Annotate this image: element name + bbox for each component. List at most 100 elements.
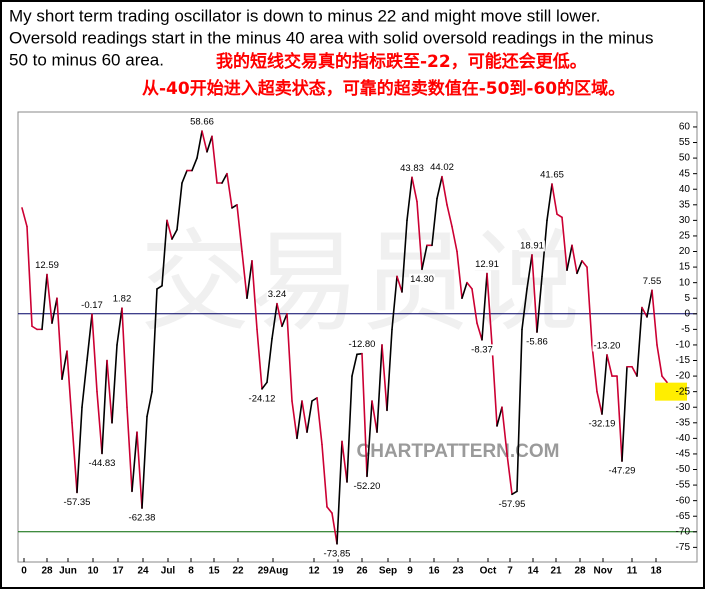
data-label-bg: [266, 289, 288, 301]
line-segment: [516, 328, 523, 493]
y-tick-label: -50: [676, 464, 691, 475]
line-segment: [411, 176, 418, 203]
data-label-bg: [429, 162, 455, 174]
y-tick-label: -45: [676, 449, 691, 460]
x-tick-label: 21: [550, 566, 562, 577]
y-tick-label: 10: [679, 277, 691, 288]
line-segment: [111, 344, 118, 424]
line-segment: [51, 297, 58, 324]
line-segment: [141, 415, 148, 509]
plot-frame: [17, 111, 698, 563]
line-segment: [491, 344, 498, 427]
y-tick-label: -60: [676, 495, 691, 506]
x-tick-label: 9: [407, 566, 413, 577]
data-label: 1.82: [113, 294, 132, 305]
y-tick-label: 20: [679, 246, 691, 257]
y-tick-label: 55: [679, 137, 691, 148]
x-tick-label: 23: [452, 566, 464, 577]
y-tick-label: 25: [679, 231, 691, 242]
x-tick-label: 15: [208, 566, 220, 577]
data-label: -52.20: [354, 481, 381, 492]
line-segment: [236, 204, 243, 253]
data-label: 7.55: [643, 276, 662, 287]
x-tick-label: 17: [112, 566, 124, 577]
data-label-bg: [247, 393, 277, 405]
data-label: -8.37: [471, 344, 493, 355]
line-segment: [211, 135, 218, 184]
line-segment: [341, 440, 348, 483]
line-segment: [296, 400, 303, 440]
x-tick-label: Jul: [161, 566, 176, 577]
line-segment: [91, 313, 98, 393]
line-segment: [201, 130, 208, 153]
line-segment: [316, 397, 323, 446]
line-segment: [66, 350, 73, 424]
line-segment: [596, 390, 603, 415]
x-tick-label: 28: [574, 566, 586, 577]
line-segment: [376, 344, 383, 433]
line-segment: [271, 302, 278, 340]
data-label-bg: [34, 260, 60, 272]
line-segment: [606, 354, 613, 377]
line-segment: [86, 313, 93, 362]
line-segment: [241, 250, 248, 300]
y-tick-label: -70: [676, 526, 691, 537]
y-tick-label: 50: [679, 153, 691, 164]
line-segment: [306, 400, 313, 433]
watermark: CHARTPATTERN.COM: [357, 441, 560, 462]
line-segment: [196, 130, 203, 159]
line-segment: [161, 219, 168, 287]
data-label: -73.85: [324, 548, 351, 559]
x-tick-label: Jun: [59, 566, 77, 577]
line-segment: [616, 375, 623, 462]
line-segment: [166, 219, 173, 240]
y-tick-label: 30: [679, 215, 691, 226]
line-segment: [386, 328, 393, 412]
line-segment: [361, 352, 368, 478]
line-segment: [326, 506, 333, 514]
x-tick-label: 14: [527, 566, 539, 577]
x-tick-label: 0: [21, 566, 27, 577]
data-label-bg: [62, 496, 92, 508]
line-segment: [121, 307, 128, 409]
data-label: -57.95: [499, 499, 526, 510]
data-label-bg: [607, 465, 637, 477]
y-tick-label: -65: [676, 511, 691, 522]
line-segment: [276, 302, 283, 328]
line-segment: [591, 344, 598, 393]
title-line: Oversold readings start in the minus 40 …: [9, 28, 653, 47]
data-label-bg: [87, 457, 117, 469]
line-segment: [266, 337, 273, 384]
line-segment: [311, 397, 318, 402]
line-segment: [546, 183, 553, 222]
x-tick-label: Sep: [379, 566, 397, 577]
line-segment: [431, 197, 438, 247]
line-segment: [441, 175, 448, 206]
title-line: 50 to minus 60 area.: [9, 50, 164, 69]
x-tick-label: Nov: [594, 566, 613, 577]
line-segment: [531, 254, 538, 333]
data-label-bg: [347, 339, 377, 351]
line-segment: [501, 406, 508, 455]
line-segment: [381, 344, 388, 412]
line-segment: [171, 228, 178, 240]
line-segment: [191, 157, 198, 172]
data-label: 41.65: [540, 170, 564, 181]
title-line: My short term trading oscillator is down…: [9, 6, 600, 25]
data-label-bg: [470, 344, 494, 356]
line-segment: [206, 135, 213, 153]
line-segment: [481, 272, 488, 341]
data-label-bg: [519, 240, 545, 252]
line-segment: [146, 390, 153, 418]
line-segment: [156, 284, 163, 290]
line-segment: [451, 225, 458, 253]
line-segment: [621, 365, 628, 462]
line-segment: [26, 225, 33, 328]
y-tick-label: -20: [676, 371, 691, 382]
data-label-bg: [587, 418, 617, 430]
line-segment: [436, 175, 443, 200]
line-segment: [526, 254, 533, 290]
line-segment: [421, 244, 428, 271]
